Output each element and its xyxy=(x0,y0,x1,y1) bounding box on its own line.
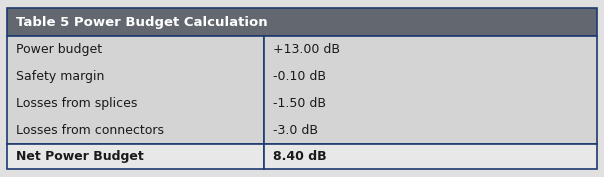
Text: 8.40 dB: 8.40 dB xyxy=(273,150,326,163)
Text: Power budget: Power budget xyxy=(16,43,103,56)
Text: Table 5 Power Budget Calculation: Table 5 Power Budget Calculation xyxy=(16,16,268,28)
FancyBboxPatch shape xyxy=(264,144,597,169)
Text: Losses from connectors: Losses from connectors xyxy=(16,124,164,137)
FancyBboxPatch shape xyxy=(264,36,597,144)
FancyBboxPatch shape xyxy=(7,144,264,169)
Text: +13.00 dB: +13.00 dB xyxy=(273,43,339,56)
FancyBboxPatch shape xyxy=(7,8,597,36)
Text: -3.0 dB: -3.0 dB xyxy=(273,124,318,137)
Text: Net Power Budget: Net Power Budget xyxy=(16,150,144,163)
Text: -1.50 dB: -1.50 dB xyxy=(273,97,326,110)
FancyBboxPatch shape xyxy=(7,36,264,144)
Text: Losses from splices: Losses from splices xyxy=(16,97,138,110)
Text: Safety margin: Safety margin xyxy=(16,70,104,83)
Text: -0.10 dB: -0.10 dB xyxy=(273,70,326,83)
